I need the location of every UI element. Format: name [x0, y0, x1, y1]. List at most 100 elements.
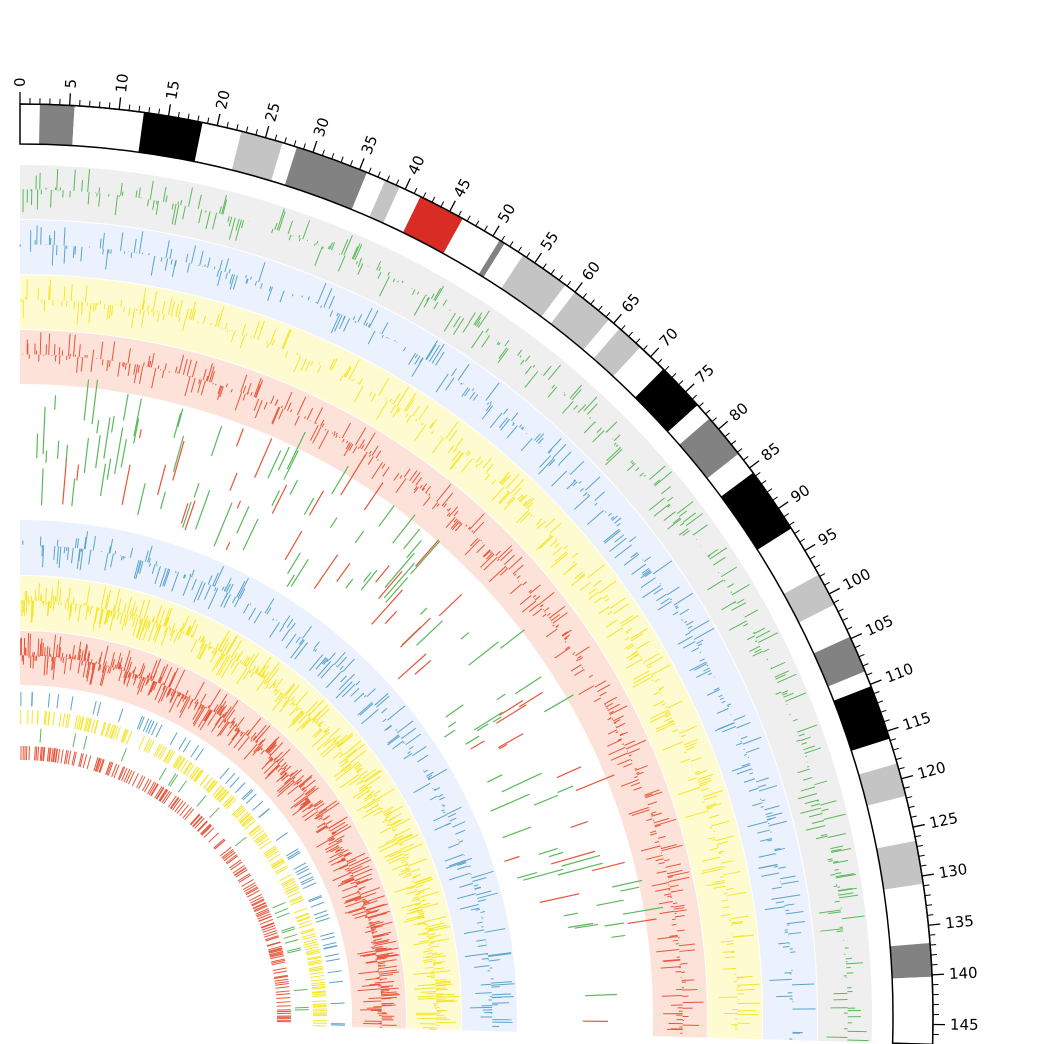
blue-outer-bar [749, 772, 754, 775]
red-outer-bar [480, 553, 495, 568]
red-outer-bar [488, 565, 507, 583]
red-outer-bar [666, 869, 683, 875]
band-white [383, 186, 421, 233]
yellow-middle-bar [431, 952, 438, 955]
yellow-middle-bar [94, 607, 99, 624]
segment-green [612, 879, 643, 888]
blue-outer-bar [666, 586, 680, 596]
blue-middle-bar [56, 546, 60, 564]
red-middle-bar [345, 878, 355, 884]
blue-middle-bar [197, 582, 206, 601]
red-outer-bar [191, 360, 198, 378]
red-middle-bar [197, 703, 202, 710]
red-middle-bar [232, 721, 236, 725]
inner-tick [83, 735, 88, 750]
inner-tick [241, 788, 253, 800]
red-middle-bar [127, 661, 133, 673]
red-outer-bar [540, 604, 544, 608]
red-middle-bar [267, 764, 280, 776]
minor-tick [678, 380, 684, 386]
yellow-outer-bar [185, 308, 190, 319]
yellow-middle-bar [421, 902, 430, 906]
red-middle-bar [362, 953, 377, 957]
yellow-outer-bar [405, 397, 415, 413]
yellow-middle-bar [30, 600, 33, 624]
yellow-outer-bar [245, 333, 248, 337]
red-outer-background [20, 330, 707, 1038]
green-outer-bar [661, 485, 671, 495]
yellow-middle-bar [190, 639, 198, 653]
red-middle-bar [203, 709, 212, 722]
blue-outer-bar [63, 227, 66, 246]
inner-tick [287, 949, 302, 954]
yellow-outer-bar [698, 777, 711, 783]
blue-middle-bar [412, 746, 427, 756]
red-outer-bar [617, 758, 631, 766]
inner-tick [92, 700, 97, 715]
yellow-middle-bar [278, 699, 291, 713]
red-middle-bar [341, 849, 349, 854]
yellow-outer-bar [88, 302, 92, 324]
yellow-outer-bar [587, 564, 605, 579]
blue-outer-bar [721, 700, 726, 704]
yellow-outer-bar [709, 814, 720, 819]
yellow-outer-bar [405, 413, 409, 418]
red-outer-bar [425, 486, 432, 494]
yellow-middle-bar [375, 804, 379, 807]
minor-tick [274, 134, 278, 141]
yellow-outer-bar [686, 746, 695, 751]
red-middle-bar [335, 848, 341, 852]
red-outer-bar [341, 422, 352, 439]
minor-tick [331, 153, 335, 160]
blue-outer-bar [471, 388, 475, 391]
inner-tick [268, 948, 283, 953]
segment-red [172, 440, 185, 481]
yellow-middle-bar [292, 699, 296, 703]
red-middle-bar [347, 859, 357, 865]
yellow-middle-bar [426, 948, 432, 950]
red-outer-bar [197, 379, 202, 393]
blue-middle-bar [387, 705, 406, 721]
yellow-middle-bar [430, 942, 435, 944]
red-middle-bar [78, 648, 82, 661]
yellow-outer-bar [706, 803, 717, 808]
minor-tick [542, 263, 547, 269]
segment-green [267, 450, 282, 479]
blue-middle-bar [323, 658, 329, 665]
green-outer-bar [667, 518, 682, 530]
inner-tick [312, 993, 327, 996]
yellow-middle-bar [272, 683, 276, 687]
inner-tick [121, 767, 128, 782]
blue-middle-bar [207, 587, 219, 610]
minor-tick [794, 529, 800, 534]
segment-red [138, 429, 142, 439]
yellow-middle-bar [313, 729, 323, 739]
segments-track [36, 379, 663, 1022]
band-gray50 [679, 418, 739, 479]
yellow-outer-bar [506, 490, 509, 493]
blue-outer-bar [684, 620, 688, 624]
red-outer-bar [640, 845, 661, 852]
inner-tick [85, 717, 90, 732]
blue-middle-bar [283, 615, 291, 626]
red-middle-bar [52, 656, 56, 680]
red-middle-bar [134, 674, 137, 680]
green-outer-bar [562, 401, 574, 414]
segment-green [499, 629, 525, 649]
yellow-outer-bar [708, 836, 715, 840]
red-middle-bar [381, 994, 400, 997]
red-outer-bar [48, 333, 51, 355]
yellow-middle-bar [387, 816, 396, 822]
red-outer-bar [335, 434, 338, 439]
segment-red [284, 530, 303, 561]
minor-tick [743, 456, 749, 461]
red-middle-bar [157, 666, 166, 683]
red-outer-bar [255, 379, 264, 398]
yellow-outer-bar [393, 392, 401, 405]
red-outer-bar [184, 376, 191, 397]
blue-outer-bar [74, 246, 77, 255]
red-outer-bar [663, 959, 681, 963]
red-outer-bar [636, 771, 644, 776]
blue-outer-bar [365, 322, 368, 327]
inner-tick [143, 779, 152, 793]
